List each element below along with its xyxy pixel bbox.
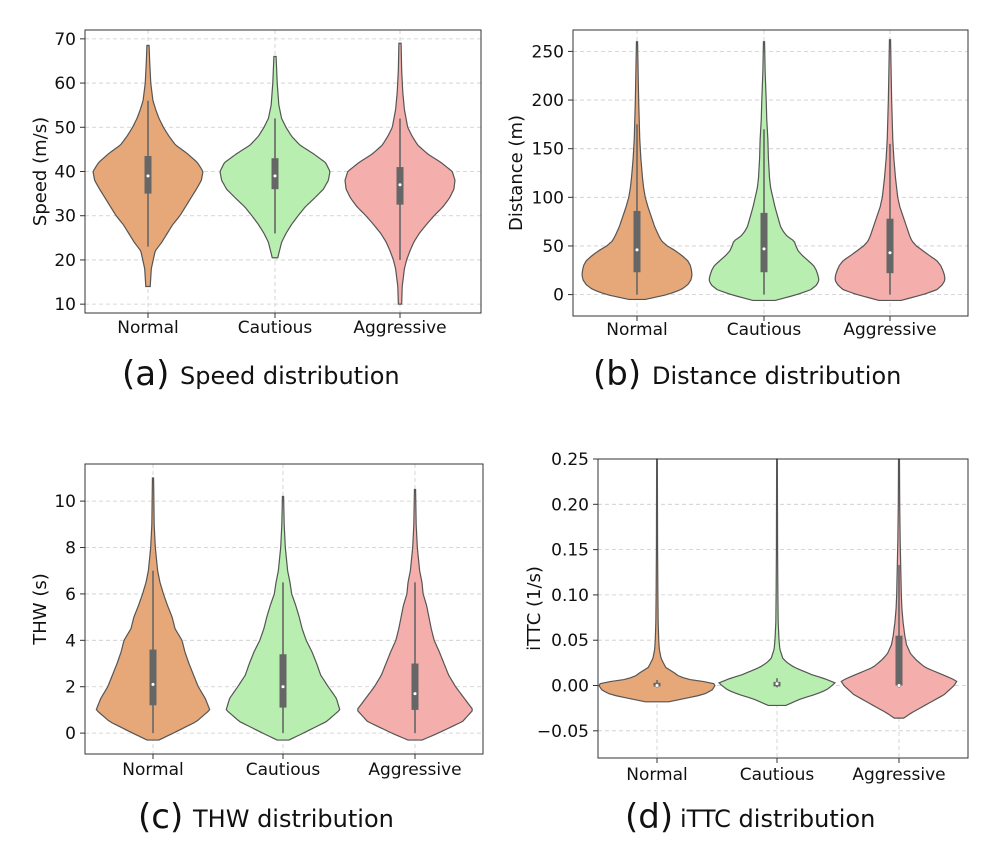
panel-letter: (c): [138, 797, 183, 837]
y-tick-label: 250: [532, 42, 564, 62]
y-axis-label: THW (s): [30, 573, 51, 645]
y-tick-label: 50: [54, 118, 76, 138]
panel-2: 0 50 100 150 200 250 Normal Cautious Aggressive D…: [506, 29, 969, 394]
plot-frame: [84, 463, 484, 755]
median-marker-aggressive: [887, 250, 893, 255]
median-marker-normal: [634, 247, 640, 252]
x-tick-label: Aggressive: [353, 318, 446, 338]
y-tick-label: 0.15: [551, 541, 589, 561]
y-tick-label: 8: [65, 539, 76, 559]
y-tick-label: 0.05: [551, 631, 589, 651]
median-marker-cautious: [774, 681, 780, 686]
y-tick-label: 40: [54, 163, 76, 183]
violin-cautious: [717, 458, 837, 707]
panel-caption: THW distribution: [192, 805, 394, 833]
y-tick-label: 50: [542, 237, 564, 257]
violin-normal: [598, 458, 716, 703]
y-tick-label: 100: [532, 188, 564, 208]
y-tick-label: 30: [54, 207, 76, 227]
y-tick-label: 10: [54, 492, 76, 512]
x-tick-label: Normal: [606, 320, 668, 340]
y-tick-label: 20: [54, 251, 76, 271]
x-tick-label: Normal: [117, 318, 179, 338]
y-tick-label: 2: [65, 678, 76, 698]
x-tick-label: Cautious: [727, 320, 802, 340]
median-marker-normal: [145, 173, 151, 178]
x-tick-label: Normal: [122, 760, 184, 780]
y-tick-label: 0: [65, 724, 76, 744]
panel-1: 10 20 30 40 50 60 70 Normal Cautious Aggressive Sp…: [30, 29, 482, 394]
panel-caption: Speed distribution: [180, 362, 400, 390]
plot-frame: [572, 29, 969, 317]
x-tick-label: Aggressive: [852, 765, 945, 785]
x-tick-label: Cautious: [238, 318, 313, 338]
median-marker-normal: [150, 682, 156, 687]
panel-letter: (b): [593, 354, 641, 394]
y-tick-label: 0.20: [551, 495, 589, 515]
y-tick-label: 0.25: [551, 450, 589, 470]
plot-frame: [597, 458, 969, 759]
median-marker-cautious: [272, 173, 278, 178]
iqr-box-aggressive: [411, 663, 419, 710]
y-tick-label: 0.10: [551, 586, 589, 606]
x-tick-label: Normal: [626, 765, 688, 785]
x-tick-label: Cautious: [740, 765, 815, 785]
iqr-box-aggressive: [895, 635, 903, 686]
iqr-box-normal: [633, 210, 641, 273]
y-tick-label: 4: [65, 631, 76, 651]
y-tick-label: 200: [532, 91, 564, 111]
y-tick-label: 6: [65, 585, 76, 605]
median-marker-aggressive: [397, 182, 403, 187]
x-tick-label: Cautious: [246, 760, 321, 780]
iqr-box-normal: [149, 649, 157, 706]
iqr-box-cautious: [760, 212, 768, 273]
iqr-box-cautious: [279, 654, 287, 708]
panel-4: −0.05 0.00 0.05 0.10 0.15 0.20 0.25 Normal Cauti…: [524, 450, 969, 837]
median-marker-normal: [654, 683, 660, 688]
median-marker-cautious: [280, 684, 286, 689]
median-marker-cautious: [761, 246, 767, 251]
y-axis-label: iTTC (1/s): [524, 566, 545, 651]
y-tick-label: 60: [54, 74, 76, 94]
median-marker-aggressive: [896, 683, 902, 688]
iqr-box-aggressive: [886, 218, 894, 274]
y-axis-label: Speed (m/s): [30, 117, 51, 226]
x-tick-label: Aggressive: [368, 760, 461, 780]
x-tick-label: Aggressive: [843, 320, 936, 340]
median-marker-aggressive: [412, 691, 418, 696]
panel-3: 0 2 4 6 8 10 Normal Cautious Aggressive THW (s) (c…: [30, 463, 484, 837]
y-axis-label: Distance (m): [506, 115, 527, 231]
y-tick-label: 0: [553, 286, 564, 306]
y-tick-label: 150: [532, 140, 564, 160]
panel-caption: iTTC distribution: [680, 805, 875, 833]
y-tick-label: 0.00: [551, 677, 589, 697]
y-tick-label: 70: [54, 30, 76, 50]
panel-caption: Distance distribution: [652, 362, 901, 390]
panel-letter: (a): [122, 354, 169, 394]
y-tick-label: −0.05: [537, 722, 589, 742]
y-tick-label: 10: [54, 295, 76, 315]
panel-letter: (d): [625, 797, 673, 837]
iqr-box-cautious: [271, 158, 279, 190]
